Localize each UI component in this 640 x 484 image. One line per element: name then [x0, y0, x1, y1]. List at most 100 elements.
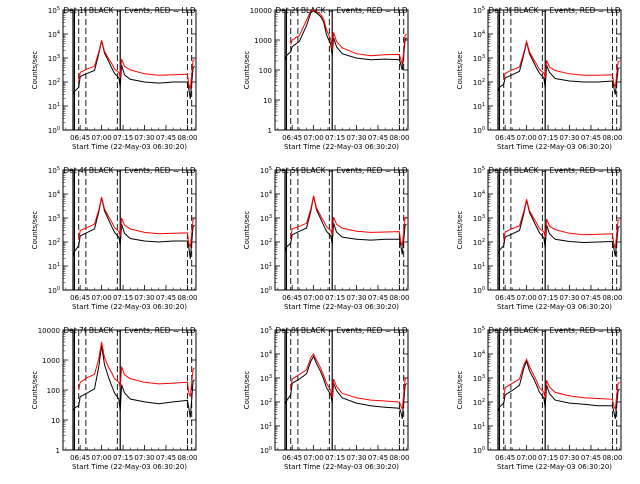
y-tick-label: 104	[473, 190, 485, 199]
x-tick-label: 08:00	[389, 134, 409, 142]
y-tick-label: 100	[48, 126, 60, 135]
x-tick-label: 07:30	[559, 134, 579, 142]
y-tick-exponent: 3	[57, 54, 60, 60]
y-tick-label: 104	[48, 30, 60, 39]
x-tick-label: 07:30	[559, 454, 579, 462]
y-tick-label: 1000	[42, 357, 60, 365]
x-tick-label: 07:15	[538, 454, 558, 462]
y-tick-exponent: 5	[482, 6, 485, 12]
x-tick-label: 07:00	[517, 134, 537, 142]
x-tick-label: 06:45	[70, 294, 90, 302]
y-tick-exponent: 4	[269, 190, 272, 196]
y-tick-exponent: 4	[482, 190, 485, 196]
y-tick-exponent: 2	[57, 78, 60, 84]
y-tick-label: 1	[56, 447, 60, 455]
y-tick-label: 1	[268, 127, 272, 135]
y-tick-exponent: 2	[269, 398, 272, 404]
y-tick-label: 105	[260, 326, 272, 335]
x-tick-label: 07:00	[517, 294, 537, 302]
series-lld-line	[290, 353, 407, 410]
x-tick-label: 07:00	[517, 454, 537, 462]
x-tick-label: 08:00	[177, 134, 197, 142]
y-tick-label: 10	[51, 417, 60, 425]
y-axis-label: Counts/sec	[31, 211, 39, 250]
y-tick-exponent: 3	[482, 374, 485, 380]
x-tick-label: 07:15	[113, 294, 133, 302]
x-tick-label: 06:45	[495, 294, 515, 302]
y-tick-label: 101	[260, 422, 272, 431]
y-tick-exponent: 1	[482, 102, 485, 108]
y-tick-exponent: 4	[482, 350, 485, 356]
x-tick-label: 07:00	[92, 294, 112, 302]
y-tick-exponent: 1	[269, 422, 272, 428]
y-tick-exponent: 4	[482, 30, 485, 36]
y-axis-label: Counts/sec	[243, 51, 251, 90]
series-lld-line	[503, 199, 620, 249]
x-tick-label: 07:15	[113, 134, 133, 142]
y-tick-exponent: 1	[482, 262, 485, 268]
detector-panel-6: Det 6f BLACK = Events, RED = LLD10010110…	[456, 166, 623, 311]
x-tick-label: 07:15	[538, 134, 558, 142]
y-tick-label: 103	[473, 54, 485, 63]
y-tick-label: 100	[260, 446, 272, 455]
x-tick-label: 08:00	[602, 454, 622, 462]
y-tick-label: 103	[473, 374, 485, 383]
y-tick-exponent: 2	[269, 238, 272, 244]
x-tick-label: 06:45	[70, 134, 90, 142]
y-tick-label: 105	[473, 326, 485, 335]
plot-title: Det 7f BLACK = Events, RED = LLD	[63, 326, 196, 335]
x-tick-label: 07:00	[304, 454, 324, 462]
y-tick-label: 102	[473, 238, 485, 247]
y-tick-exponent: 2	[57, 238, 60, 244]
detector-panel-2: Det 2f BLACK = Events, RED = LLD 1 10 100 10…	[243, 6, 410, 151]
x-tick-label: 07:45	[368, 134, 388, 142]
x-tick-label: 07:15	[325, 134, 345, 142]
x-axis-label: Start Time (22-May-03 06:30:20)	[284, 303, 399, 311]
series-lld-line	[78, 40, 195, 90]
y-tick-label: 101	[260, 262, 272, 271]
x-tick-label: 07:00	[304, 294, 324, 302]
y-tick-label: 10	[263, 97, 272, 105]
x-tick-label: 07:00	[92, 454, 112, 462]
plot-title: Det 9f BLACK = Events, RED = LLD	[488, 326, 621, 335]
x-tick-label: 07:30	[346, 134, 366, 142]
y-tick-exponent: 4	[57, 190, 60, 196]
plot-frame	[487, 169, 622, 291]
y-tick-label: 105	[48, 166, 60, 175]
y-tick-label: 102	[260, 238, 272, 247]
plot-frame	[274, 169, 409, 291]
y-tick-label: 100	[473, 446, 485, 455]
x-tick-label: 07:15	[325, 294, 345, 302]
y-tick-exponent: 0	[482, 286, 485, 292]
y-tick-exponent: 5	[482, 166, 485, 172]
x-axis-label: Start Time (22-May-03 06:30:20)	[284, 143, 399, 151]
x-axis-label: Start Time (22-May-03 06:30:20)	[72, 143, 187, 151]
y-tick-label: 100	[259, 67, 272, 75]
x-tick-label: 08:00	[177, 294, 197, 302]
x-tick-label: 06:45	[495, 454, 515, 462]
y-tick-label: 100	[473, 126, 485, 135]
detector-panel-1: Det 1f BLACK = Events, RED = LLD10010110…	[31, 6, 198, 151]
y-tick-label: 103	[473, 214, 485, 223]
x-tick-label: 06:45	[495, 134, 515, 142]
x-tick-label: 07:15	[325, 454, 345, 462]
series-events-line	[72, 345, 195, 418]
y-tick-label: 100	[473, 286, 485, 295]
plot-title: Det 4f BLACK = Events, RED = LLD	[63, 166, 196, 175]
plot-frame	[487, 329, 622, 451]
detector-panel-7: Det 7f BLACK = Events, RED = LLD 1 10 100 10…	[31, 326, 198, 471]
y-tick-exponent: 3	[269, 374, 272, 380]
y-tick-label: 103	[260, 214, 272, 223]
y-tick-label: 105	[473, 6, 485, 15]
detector-panel-3: Det 3f BLACK = Events, RED = LLD10010110…	[456, 6, 623, 151]
x-tick-label: 07:15	[538, 294, 558, 302]
series-events-line	[72, 40, 195, 99]
x-tick-label: 08:00	[602, 294, 622, 302]
y-tick-exponent: 1	[57, 102, 60, 108]
y-tick-label: 104	[260, 350, 272, 359]
plot-frame	[274, 9, 409, 131]
x-tick-label: 08:00	[177, 454, 197, 462]
plot-title: Det 2f BLACK = Events, RED = LLD	[275, 6, 408, 15]
x-tick-label: 08:00	[389, 294, 409, 302]
